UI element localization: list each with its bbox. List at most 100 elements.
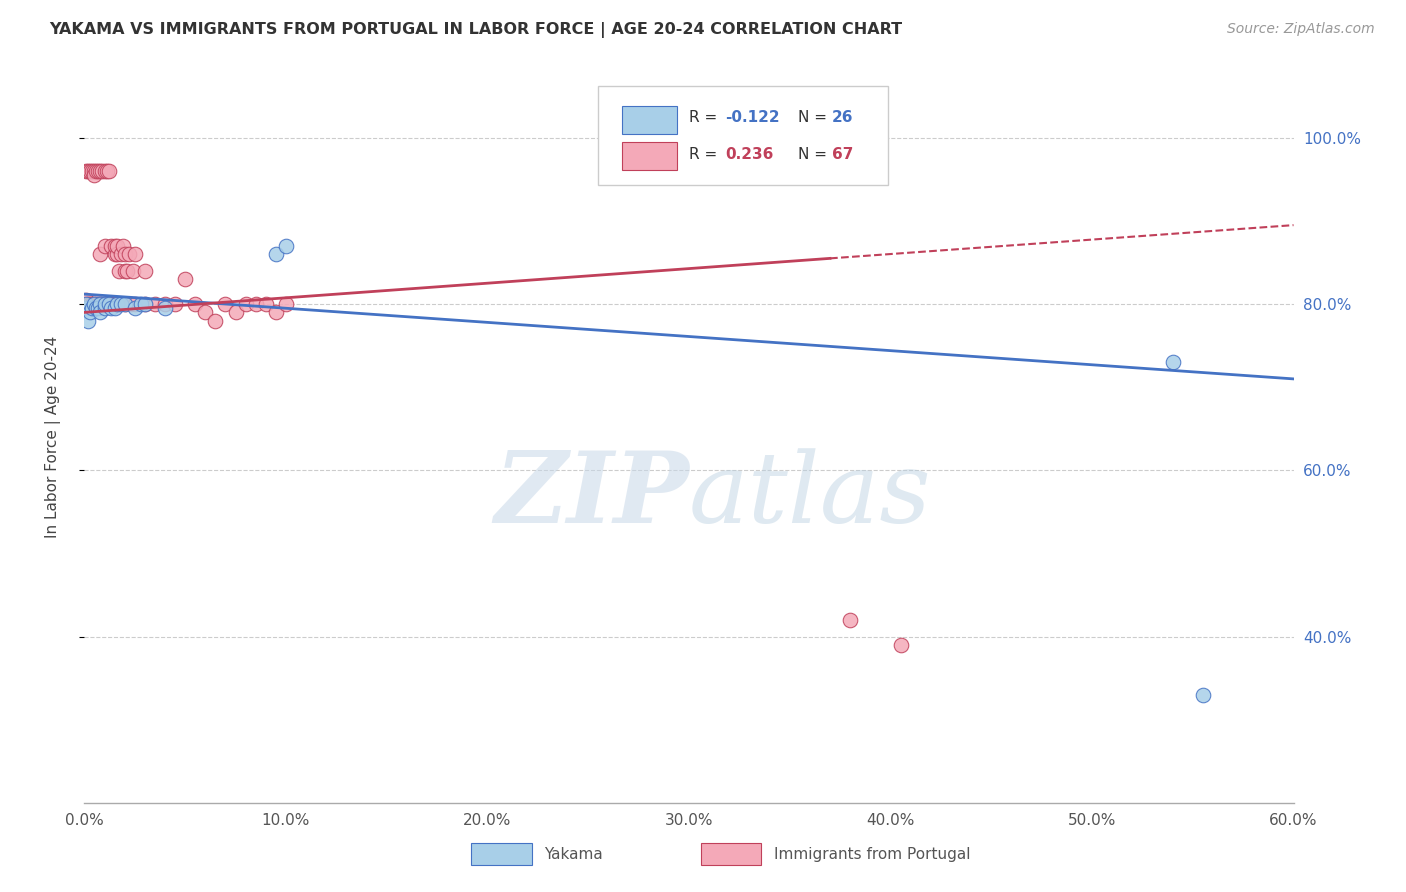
Text: N =: N =: [797, 110, 831, 125]
Point: [225, 305, 247, 319]
Point: [83, 164, 105, 178]
Point: [129, 297, 152, 311]
Point: [75, 297, 97, 311]
Point: [79, 164, 101, 178]
Point: [100, 301, 122, 316]
Bar: [623, 106, 676, 134]
Point: [101, 297, 124, 311]
Point: [93, 297, 115, 311]
Point: [124, 297, 146, 311]
Point: [75, 293, 97, 307]
Point: [104, 247, 127, 261]
Point: [77, 164, 100, 178]
Point: [89, 164, 111, 178]
Point: [93, 301, 115, 316]
FancyBboxPatch shape: [599, 86, 889, 185]
Bar: [471, 843, 531, 865]
Bar: [623, 143, 676, 170]
Point: [86, 297, 108, 311]
Point: [204, 314, 226, 328]
Point: [110, 297, 132, 311]
Point: [96, 164, 118, 178]
Point: [124, 247, 146, 261]
Point: [110, 247, 132, 261]
Point: [89, 305, 111, 319]
Point: [82, 164, 104, 178]
Point: [100, 297, 122, 311]
Point: [143, 297, 166, 311]
Point: [79, 305, 101, 319]
Point: [97, 164, 120, 178]
Point: [134, 297, 156, 311]
Point: [83, 168, 105, 182]
Text: Source: ZipAtlas.com: Source: ZipAtlas.com: [1227, 22, 1375, 37]
Point: [839, 613, 862, 627]
Point: [274, 297, 297, 311]
Point: [118, 247, 141, 261]
Text: R =: R =: [689, 110, 723, 125]
Text: 0.236: 0.236: [725, 146, 773, 161]
Text: N =: N =: [797, 146, 831, 161]
Point: [1192, 688, 1215, 702]
Text: atlas: atlas: [689, 448, 932, 543]
Point: [194, 305, 217, 319]
Point: [124, 301, 146, 316]
Point: [82, 301, 104, 316]
Point: [245, 297, 267, 311]
Point: [93, 164, 115, 178]
Point: [93, 239, 115, 253]
Point: [165, 297, 187, 311]
Point: [105, 239, 128, 253]
Point: [77, 314, 100, 328]
Point: [75, 301, 97, 316]
Point: [114, 247, 136, 261]
Point: [97, 297, 120, 311]
Point: [254, 297, 277, 311]
Point: [79, 297, 101, 311]
Point: [75, 164, 97, 178]
Point: [87, 164, 110, 178]
Text: ZIP: ZIP: [494, 448, 689, 544]
Point: [86, 301, 108, 316]
Point: [87, 297, 110, 311]
Point: [121, 264, 143, 278]
Point: [890, 638, 912, 652]
Point: [107, 297, 129, 311]
Point: [104, 297, 127, 311]
Point: [104, 239, 127, 253]
Point: [214, 297, 236, 311]
Text: 67: 67: [831, 146, 853, 161]
Text: Immigrants from Portugal: Immigrants from Portugal: [773, 847, 970, 862]
Point: [104, 301, 127, 316]
Point: [89, 297, 111, 311]
Point: [93, 297, 115, 311]
Point: [87, 301, 110, 316]
Point: [105, 247, 128, 261]
Point: [264, 305, 287, 319]
Point: [89, 297, 111, 311]
Point: [89, 247, 111, 261]
Point: [184, 297, 207, 311]
Point: [100, 239, 122, 253]
Point: [114, 297, 136, 311]
Point: [235, 297, 257, 311]
Point: [107, 264, 129, 278]
Point: [120, 297, 142, 311]
Text: -0.122: -0.122: [725, 110, 780, 125]
Text: 26: 26: [831, 110, 853, 125]
Point: [134, 297, 156, 311]
Point: [1161, 355, 1184, 369]
Y-axis label: In Labor Force | Age 20-24: In Labor Force | Age 20-24: [45, 336, 60, 538]
Point: [134, 264, 156, 278]
Point: [274, 239, 297, 253]
Text: Yakama: Yakama: [544, 847, 603, 862]
Point: [264, 247, 287, 261]
Point: [111, 239, 134, 253]
Point: [115, 264, 138, 278]
Point: [153, 297, 176, 311]
Point: [83, 297, 105, 311]
Point: [83, 297, 105, 311]
Point: [77, 297, 100, 311]
Point: [105, 297, 128, 311]
Point: [91, 164, 114, 178]
